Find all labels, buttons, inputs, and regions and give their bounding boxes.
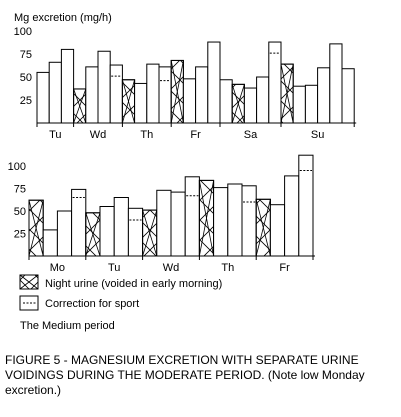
bar: [109, 64, 123, 124]
bar: [243, 87, 258, 124]
bar: [36, 71, 50, 124]
night-urine-hatch: [198, 179, 215, 257]
day-label: Tu: [108, 262, 120, 274]
bar: [207, 41, 221, 124]
bar: [341, 68, 355, 124]
y-tick-label: 100: [8, 161, 26, 173]
bar: [99, 206, 115, 257]
day-label: Sa: [244, 129, 258, 141]
y-tick-label: 50: [20, 72, 32, 84]
bar-series: [28, 154, 314, 257]
hatch-diagonal: [73, 88, 87, 124]
bar: [269, 204, 286, 257]
bar: [256, 76, 270, 124]
bar: [127, 207, 144, 257]
correction-swatch: [19, 295, 39, 311]
y-tick-label: 50: [14, 206, 26, 218]
hatch-diagonal: [122, 79, 135, 124]
y-tick-label: 75: [20, 49, 32, 61]
hatch-diagonal: [85, 212, 101, 257]
bar: [97, 50, 111, 124]
figure-caption: FIGURE 5 - MAGNESIUM EXCRETION WITH SEPA…: [5, 353, 397, 398]
bar: [56, 210, 73, 257]
night-urine-hatch: [280, 63, 294, 124]
legend-night-label: Night urine (voided in early morning): [45, 278, 222, 290]
bar: [182, 78, 197, 124]
legend: Night urine (voided in early morning) Co…: [19, 274, 222, 332]
caption-line-1: FIGURE 5 - MAGNESIUM EXCRETION WITH SEPA…: [5, 353, 359, 367]
bar: [113, 197, 129, 257]
bar: [292, 85, 306, 124]
bar: [71, 188, 87, 257]
day-label: Th: [140, 129, 153, 141]
hatch-diagonal: [280, 64, 294, 124]
night-urine-hatch: [85, 212, 101, 257]
day-label: Su: [311, 129, 324, 141]
y-axis-label: Mg excretion (mg/h): [14, 12, 112, 24]
bar: [184, 176, 200, 257]
y-axis-ticks: 100 75 50 25: [8, 161, 26, 241]
bar: [158, 66, 172, 124]
hatch-diagonal: [231, 84, 245, 124]
night-urine-hatch: [142, 209, 158, 257]
day-label: Fr: [279, 262, 290, 274]
y-tick-label: 25: [20, 95, 32, 107]
day-label: Fr: [190, 129, 201, 141]
bar: [42, 229, 58, 257]
bar: [195, 66, 209, 124]
chart-bottom: 100 75 50 25 Mo Tu Wd Th Fr: [8, 154, 315, 274]
bar: [134, 82, 148, 124]
bar: [227, 183, 243, 257]
day-label: Tu: [49, 129, 61, 141]
y-tick-label: 100: [14, 26, 32, 38]
bar: [146, 63, 160, 124]
bar: [156, 189, 172, 257]
bar: [60, 48, 75, 124]
bar: [170, 191, 186, 257]
hatch-diagonal: [28, 200, 44, 257]
night-urine-hatch: [28, 199, 44, 257]
night-urine-hatch: [231, 83, 245, 124]
hatch-diagonal: [199, 180, 214, 257]
night-urine-hatch: [170, 59, 184, 124]
night-urine-hatch: [255, 198, 271, 257]
hatch-diagonal: [170, 60, 184, 124]
caption-line-3: excretion.): [5, 383, 62, 397]
day-label: Th: [221, 262, 234, 274]
bar: [241, 185, 257, 257]
chart-top: Mg excretion (mg/h) 100 75 50 25 Tu Wd Th Fr Sa…: [14, 12, 357, 141]
bar: [304, 84, 319, 124]
day-labels: Mo Tu Wd Th Fr: [28, 256, 314, 274]
legend-night-urine: Night urine (voided in early morning): [19, 274, 222, 290]
hatch-diagonal: [142, 209, 158, 257]
hatch-diagonal: [255, 199, 271, 257]
caption-line-2: VOIDINGS DURING THE MODERATE PERIOD. (No…: [5, 368, 365, 382]
legend-correction-label: Correction for sport: [45, 298, 139, 310]
bar-series: [36, 41, 355, 124]
period-label: The Medium period: [20, 320, 115, 332]
bar: [48, 61, 62, 124]
night-urine-hatch: [121, 79, 136, 124]
day-label: Mo: [50, 262, 65, 274]
y-tick-label: 75: [14, 184, 26, 196]
night-urine-hatch: [73, 88, 87, 124]
day-labels: Tu Wd Th Fr Sa Su: [36, 123, 355, 141]
day-label: Wd: [163, 262, 180, 274]
bar: [213, 187, 229, 257]
bar: [317, 67, 331, 124]
bar: [219, 79, 233, 124]
bar: [284, 175, 300, 257]
bar: [85, 66, 99, 124]
bar: [329, 43, 343, 124]
bar: [268, 41, 282, 124]
y-axis-ticks: 100 75 50 25: [14, 26, 32, 107]
day-label: Wd: [90, 129, 107, 141]
legend-correction: Correction for sport: [19, 295, 139, 311]
y-tick-label: 25: [14, 229, 26, 241]
